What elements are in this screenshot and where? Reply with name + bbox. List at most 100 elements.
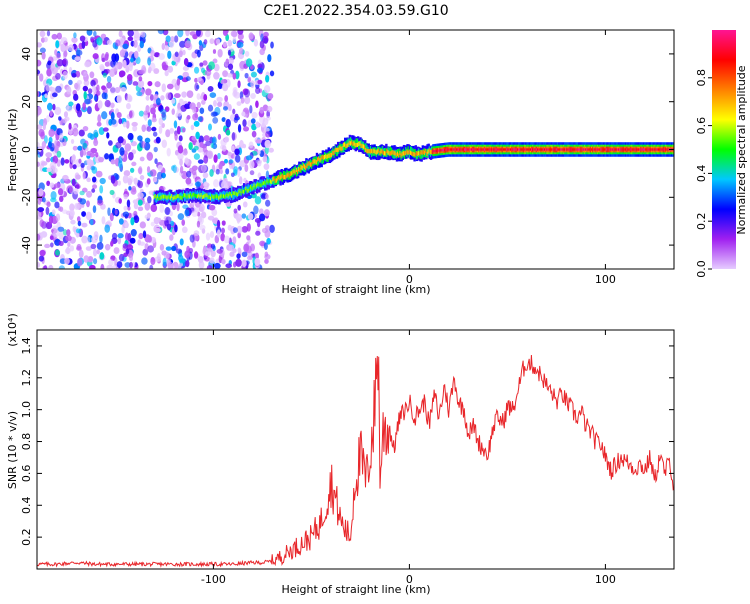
- noise-speck: [245, 58, 253, 68]
- noise-speck: [123, 193, 128, 200]
- noise-speck: [39, 30, 46, 38]
- noise-speck: [104, 68, 111, 74]
- noise-speck: [37, 69, 41, 75]
- spectrogram-x-ticks: -100 0 100: [201, 30, 616, 286]
- noise-speck: [63, 111, 69, 118]
- noise-speck: [235, 213, 243, 222]
- noise-speck: [224, 60, 229, 67]
- noise-speck: [170, 35, 175, 42]
- noise-speck: [241, 111, 246, 117]
- noise-speck: [227, 104, 232, 112]
- noise-speck: [122, 43, 129, 50]
- noise-speck: [99, 177, 106, 185]
- colorbar: 0.0 0.2 0.4 0.6 0.8 Normalized spectral ampl…: [695, 30, 748, 278]
- noise-speck: [174, 132, 178, 141]
- noise-speck: [52, 225, 59, 231]
- colorbar-tick-label: 0.8: [695, 69, 708, 87]
- noise-speck: [181, 226, 188, 234]
- noise-speck: [166, 147, 171, 157]
- noise-speck: [141, 140, 146, 149]
- noise-speck: [159, 204, 165, 213]
- noise-speck: [97, 100, 103, 109]
- noise-speck: [78, 158, 82, 164]
- noise-speck: [95, 170, 103, 178]
- noise-speck: [218, 163, 223, 170]
- noise-speck: [262, 156, 268, 163]
- noise-speck: [132, 199, 139, 204]
- noise-speck: [156, 253, 161, 261]
- noise-speck: [195, 131, 200, 140]
- noise-speck: [139, 175, 145, 180]
- noise-speck: [184, 103, 191, 110]
- noise-speck: [131, 161, 137, 167]
- noise-speck: [107, 140, 113, 146]
- noise-speck: [92, 184, 98, 189]
- noise-speck: [60, 37, 68, 44]
- noise-speck: [117, 237, 122, 245]
- noise-speck: [184, 157, 189, 165]
- noise-speck: [57, 226, 65, 232]
- noise-speck: [87, 255, 94, 263]
- spectrogram-y-ticks: -40 -20 0 20 40: [20, 47, 674, 254]
- noise-speck: [60, 157, 65, 166]
- noise-speck: [122, 174, 129, 184]
- noise-speck: [266, 110, 270, 119]
- noise-speck: [124, 143, 132, 152]
- noise-speck: [140, 31, 146, 38]
- noise-speck: [92, 40, 98, 48]
- noise-speck: [104, 53, 109, 61]
- noise-speck: [254, 257, 261, 267]
- noise-speck: [227, 63, 234, 71]
- noise-speck: [211, 208, 218, 217]
- noise-speck: [77, 145, 83, 151]
- noise-speck: [231, 132, 236, 141]
- noise-speck: [186, 115, 191, 120]
- noise-speck: [265, 193, 269, 200]
- noise-speck: [161, 112, 167, 121]
- noise-speck: [125, 248, 130, 255]
- noise-speck: [122, 211, 130, 218]
- noise-speck: [96, 199, 104, 206]
- noise-speck: [255, 159, 262, 164]
- noise-speck: [50, 242, 54, 248]
- snr-y-tick-label: 0.2: [20, 528, 33, 546]
- noise-speck: [65, 104, 70, 110]
- noise-speck: [254, 196, 262, 205]
- noise-speck: [204, 30, 211, 38]
- noise-speck: [75, 49, 83, 56]
- noise-speck: [110, 112, 115, 121]
- noise-speck: [257, 79, 263, 85]
- noise-speck: [97, 114, 102, 123]
- noise-speck: [73, 32, 77, 39]
- noise-speck: [45, 83, 51, 92]
- noise-speck: [154, 81, 161, 88]
- noise-speck: [137, 206, 144, 212]
- noise-speck: [165, 92, 172, 100]
- noise-speck: [120, 86, 127, 92]
- noise-speck: [250, 80, 255, 89]
- noise-speck: [208, 123, 212, 131]
- noise-speck: [106, 39, 112, 45]
- noise-speck: [243, 126, 250, 132]
- noise-speck: [87, 132, 93, 139]
- noise-speck: [199, 107, 205, 114]
- snr-x-tick-label: -100: [201, 573, 226, 586]
- noise-speck: [144, 137, 151, 144]
- noise-speck: [54, 106, 62, 116]
- noise-speck: [237, 30, 244, 35]
- noise-speck: [46, 68, 52, 77]
- noise-speck: [141, 124, 146, 132]
- noise-speck: [193, 145, 199, 151]
- noise-speck: [225, 129, 231, 136]
- noise-speck: [220, 139, 227, 147]
- noise-speck: [70, 138, 75, 145]
- noise-speck: [235, 258, 242, 267]
- noise-speck: [124, 221, 129, 229]
- noise-speck: [147, 119, 152, 127]
- noise-speck: [85, 246, 92, 251]
- noise-speck: [81, 40, 86, 49]
- noise-speck: [112, 65, 117, 73]
- noise-speck: [199, 62, 204, 67]
- noise-speck: [50, 61, 56, 69]
- noise-speck: [90, 165, 96, 171]
